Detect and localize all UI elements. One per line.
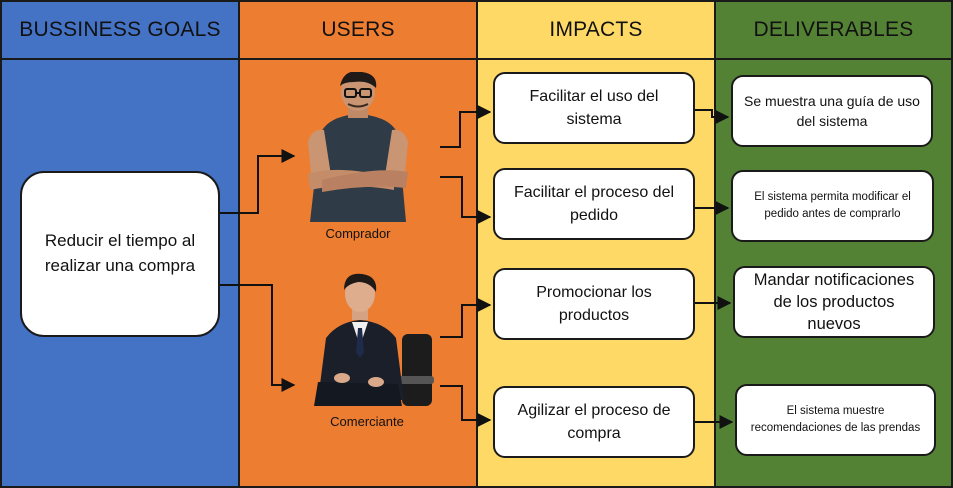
comerciante-photo [298,272,436,410]
column-users: USERS [238,0,478,488]
user-label-comerciante: Comerciante [330,414,404,429]
impact-box-2: Facilitar el proceso del pedido [493,168,695,240]
impact-box-4: Agilizar el proceso de compra [493,386,695,458]
header-deliverables: DELIVERABLES [716,2,951,60]
comprador-photo [298,72,418,222]
header-business-goals: BUSSINESS GOALS [2,2,238,60]
impact-box-1: Facilitar el uso del sistema [493,72,695,144]
deliverable-box-3: Mandar notificaciones de los productos n… [733,266,935,338]
impact-box-3: Promocionar los productos [493,268,695,340]
deliverable-box-2: El sistema permita modificar el pedido a… [731,170,934,242]
deliverable-box-4: El sistema muestre recomendaciones de la… [735,384,936,456]
goal-box: Reducir el tiempo al realizar una compra [20,171,220,337]
deliverable-box-1: Se muestra una guía de uso del sistema [731,75,933,147]
header-impacts: IMPACTS [478,2,714,60]
header-users: USERS [240,2,476,60]
user-label-comprador: Comprador [325,226,391,241]
